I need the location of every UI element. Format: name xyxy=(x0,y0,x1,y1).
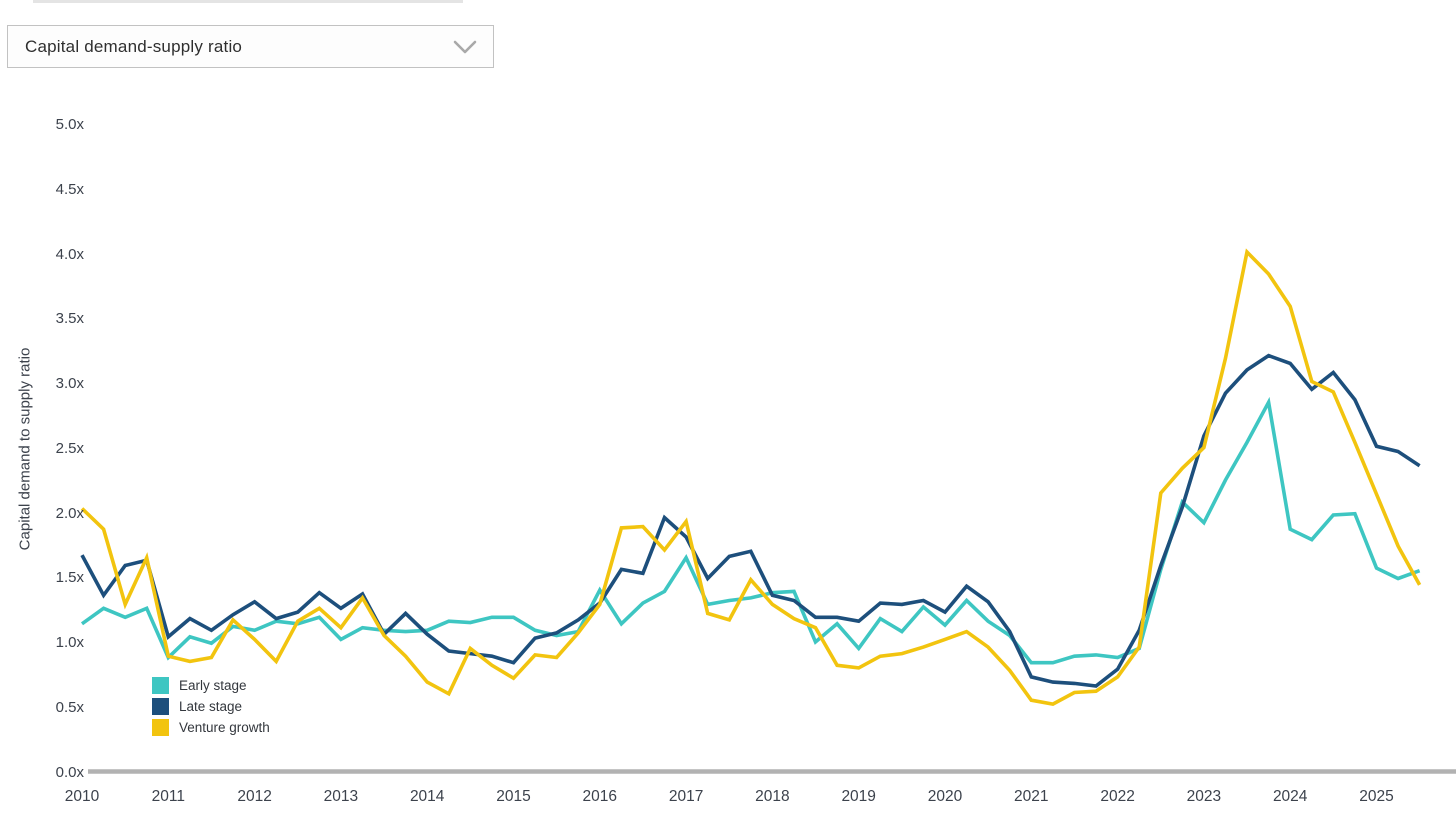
series-line-early-stage xyxy=(80,396,1421,665)
metric-dropdown[interactable]: Capital demand-supply ratio xyxy=(7,25,494,68)
y-tick-label: 1.5x xyxy=(55,569,84,587)
x-tick-label: 2016 xyxy=(582,788,618,805)
series-line-venture-growth xyxy=(80,248,1422,706)
y-tick-label: 5.0x xyxy=(55,116,84,133)
legend-item: Early stage xyxy=(152,677,270,694)
x-tick-label: 2022 xyxy=(1100,788,1135,805)
y-tick-label: 2.0x xyxy=(55,504,84,522)
x-tick-label: 2014 xyxy=(409,788,445,805)
legend-item: Late stage xyxy=(152,698,270,715)
cut-off-control-top xyxy=(33,0,463,3)
legend-swatch-venture-growth xyxy=(152,719,169,736)
legend-label: Early stage xyxy=(179,678,247,693)
x-tick-label: 2018 xyxy=(755,788,790,805)
x-tick-label: 2013 xyxy=(323,788,359,805)
x-tick-label: 2015 xyxy=(496,788,531,805)
chevron-down-icon xyxy=(453,40,477,53)
y-tick-label: 4.0x xyxy=(55,245,84,263)
y-tick-label: 0.5x xyxy=(55,699,84,717)
metric-dropdown-value: Capital demand-supply ratio xyxy=(25,36,243,56)
legend-label: Venture growth xyxy=(179,720,270,735)
series-line-late-stage xyxy=(80,353,1421,688)
y-tick-label: 3.0x xyxy=(55,375,84,393)
x-tick-label: 2012 xyxy=(237,788,272,805)
x-tick-label: 2021 xyxy=(1014,788,1049,805)
x-tick-label: 2023 xyxy=(1186,788,1222,805)
x-tick-label: 2020 xyxy=(927,788,963,805)
legend-swatch-late-stage xyxy=(152,698,169,715)
y-tick-label: 4.5x xyxy=(55,180,84,198)
y-tick-label: 3.5x xyxy=(55,310,84,328)
x-tick-label: 2010 xyxy=(64,788,100,805)
legend-swatch-early-stage xyxy=(152,677,169,694)
legend-item: Venture growth xyxy=(152,719,270,736)
y-tick-label: 0.0x xyxy=(55,763,84,781)
legend-label: Late stage xyxy=(179,699,243,714)
x-tick-label: 2017 xyxy=(668,788,704,805)
y-tick-label: 2.5x xyxy=(55,439,84,457)
chart-legend: Early stage Late stage Venture growth xyxy=(152,677,270,740)
x-tick-label: 2025 xyxy=(1359,788,1394,805)
x-tick-label: 2024 xyxy=(1272,788,1308,805)
y-tick-label: 1.0x xyxy=(55,634,84,652)
x-tick-label: 2019 xyxy=(841,788,876,805)
x-tick-label: 2011 xyxy=(151,788,185,805)
